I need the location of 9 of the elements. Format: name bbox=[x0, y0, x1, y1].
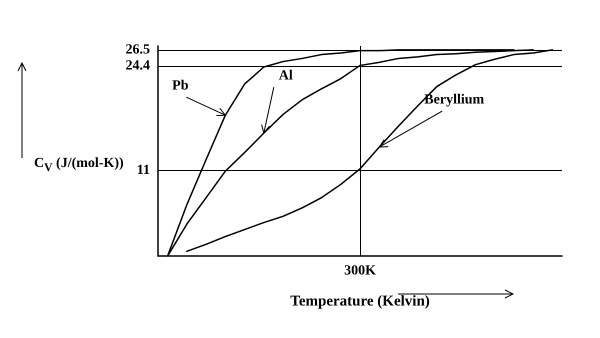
y-axis-title: C$_{V}$ (J/(mol-K)) bbox=[34, 156, 124, 174]
y-tick-label: 24.4 bbox=[126, 58, 150, 74]
annotation: Beryllium bbox=[424, 92, 485, 108]
y-tick-label: 26.5 bbox=[126, 42, 150, 58]
annotation: Al bbox=[278, 68, 293, 84]
annotation: Pb bbox=[172, 78, 189, 94]
x-axis-title: Temperature (Kelvin) bbox=[290, 294, 430, 310]
y-tick-label: 11 bbox=[136, 162, 150, 178]
x-tick-label: 300K bbox=[344, 264, 376, 278]
